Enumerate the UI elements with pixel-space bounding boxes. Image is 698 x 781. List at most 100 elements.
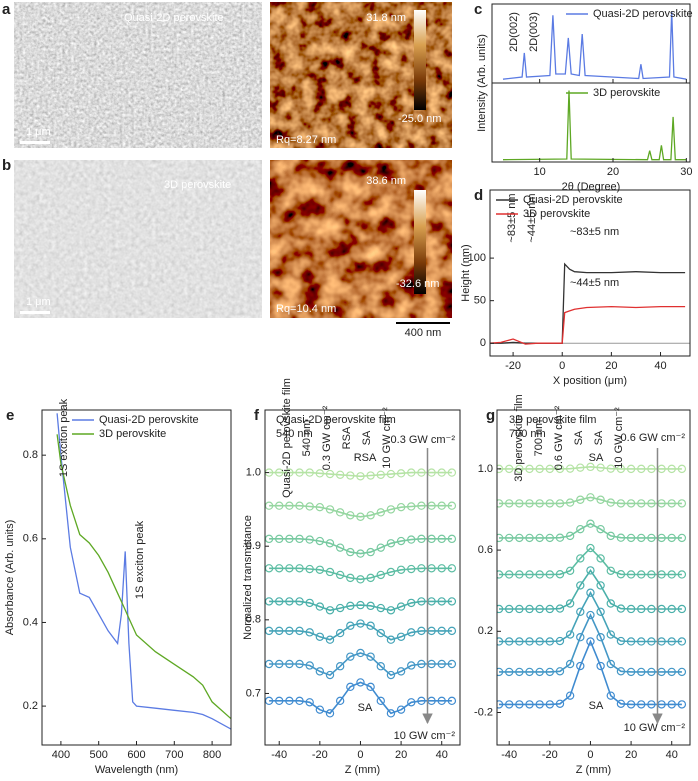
annotation: RSA	[341, 426, 353, 449]
data-point	[437, 534, 446, 544]
data-point	[616, 699, 626, 708]
data-point	[275, 534, 284, 544]
data-point	[576, 463, 585, 472]
data-point	[667, 667, 676, 677]
data-point	[515, 570, 524, 579]
data-point	[626, 700, 636, 709]
data-point	[346, 471, 355, 480]
plot-area	[265, 468, 457, 718]
data-point	[667, 499, 676, 508]
data-point	[606, 691, 615, 700]
data-point	[606, 659, 615, 669]
data-point	[647, 464, 656, 474]
data-point	[637, 637, 646, 646]
data-point	[606, 464, 615, 473]
data-line	[490, 305, 686, 345]
data-point	[637, 464, 646, 474]
y-tick-label: 0.6	[23, 533, 38, 545]
annotation: 0.6 GW cm⁻²	[553, 405, 565, 470]
data-point	[647, 637, 656, 646]
data-point	[376, 508, 385, 517]
data-point	[325, 539, 335, 548]
data-point	[677, 700, 687, 709]
x-tick-label: -20	[542, 749, 558, 761]
annotation: 540 nm	[276, 428, 313, 440]
data-point	[497, 533, 504, 543]
y-tick-label: 0.8	[246, 614, 261, 626]
data-point	[346, 652, 355, 661]
data-point	[576, 661, 585, 671]
data-point	[376, 570, 385, 580]
data-point	[677, 570, 687, 579]
y-tick-label: 0.2	[23, 700, 38, 712]
data-point	[285, 564, 294, 573]
annotation: ~83±5 nm	[506, 193, 518, 242]
data-point	[586, 462, 595, 472]
data-point	[396, 502, 406, 512]
data-point	[626, 604, 636, 614]
data-point	[586, 543, 595, 553]
data-point	[275, 564, 284, 573]
data-point	[335, 628, 345, 638]
data-point	[647, 667, 656, 677]
data-line	[502, 11, 687, 80]
annotation: 1S exciton peak	[134, 520, 146, 599]
data-point	[497, 570, 504, 579]
x-tick-label: 10	[534, 166, 546, 178]
data-point	[325, 469, 335, 479]
afm-max: 31.8 nm	[366, 12, 406, 24]
data-point	[417, 501, 426, 510]
y-axis-label: Height (nm)	[460, 244, 472, 301]
data-point	[275, 597, 284, 606]
data-point	[504, 604, 514, 614]
y-tick-label: 0.7	[246, 687, 261, 699]
plot-area	[56, 413, 231, 730]
data-line	[490, 262, 686, 344]
data-point	[285, 626, 294, 636]
data-point	[545, 570, 555, 579]
data-point	[565, 691, 575, 700]
data-point	[545, 604, 555, 614]
y-tick-label: 0.6	[478, 544, 493, 556]
data-point	[677, 637, 687, 646]
afm-min: -32.6 nm	[396, 278, 439, 290]
x-tick-label: 20	[605, 360, 617, 372]
data-point	[515, 604, 524, 614]
data-line	[502, 90, 687, 161]
data-point	[295, 696, 304, 706]
data-point	[315, 602, 325, 611]
annotation: SA	[589, 700, 604, 712]
data-point	[565, 659, 575, 669]
data-point	[346, 547, 355, 557]
data-point	[565, 464, 575, 473]
data-point	[315, 536, 325, 546]
annotation: ~83±5 nm	[570, 226, 619, 238]
data-point	[285, 659, 294, 669]
fit-line	[499, 522, 682, 539]
legend-label: Quasi-2D perovskite	[523, 194, 623, 206]
data-point	[667, 570, 676, 579]
annotation: 2D(003)	[528, 12, 540, 52]
data-point	[356, 648, 365, 658]
data-point	[525, 533, 534, 543]
annotation: 700 nm	[509, 428, 546, 440]
scale-bar	[20, 311, 50, 314]
colorbar	[414, 190, 426, 294]
data-point	[386, 709, 396, 718]
data-point	[305, 698, 314, 707]
data-point	[606, 599, 615, 608]
data-point	[677, 604, 687, 614]
annotation: Quasi-2D perovskite film	[276, 414, 396, 426]
data-point	[346, 621, 355, 630]
data-point	[616, 533, 626, 542]
data-point	[555, 570, 565, 579]
fit-line	[269, 567, 452, 581]
data-point	[417, 597, 426, 606]
data-point	[677, 499, 687, 508]
x-axis-label: Z (mm)	[576, 764, 611, 776]
data-point	[295, 501, 304, 510]
data-point	[346, 682, 355, 692]
data-point	[376, 696, 385, 706]
annotation: Quasi-2D perovskite film	[281, 378, 293, 498]
